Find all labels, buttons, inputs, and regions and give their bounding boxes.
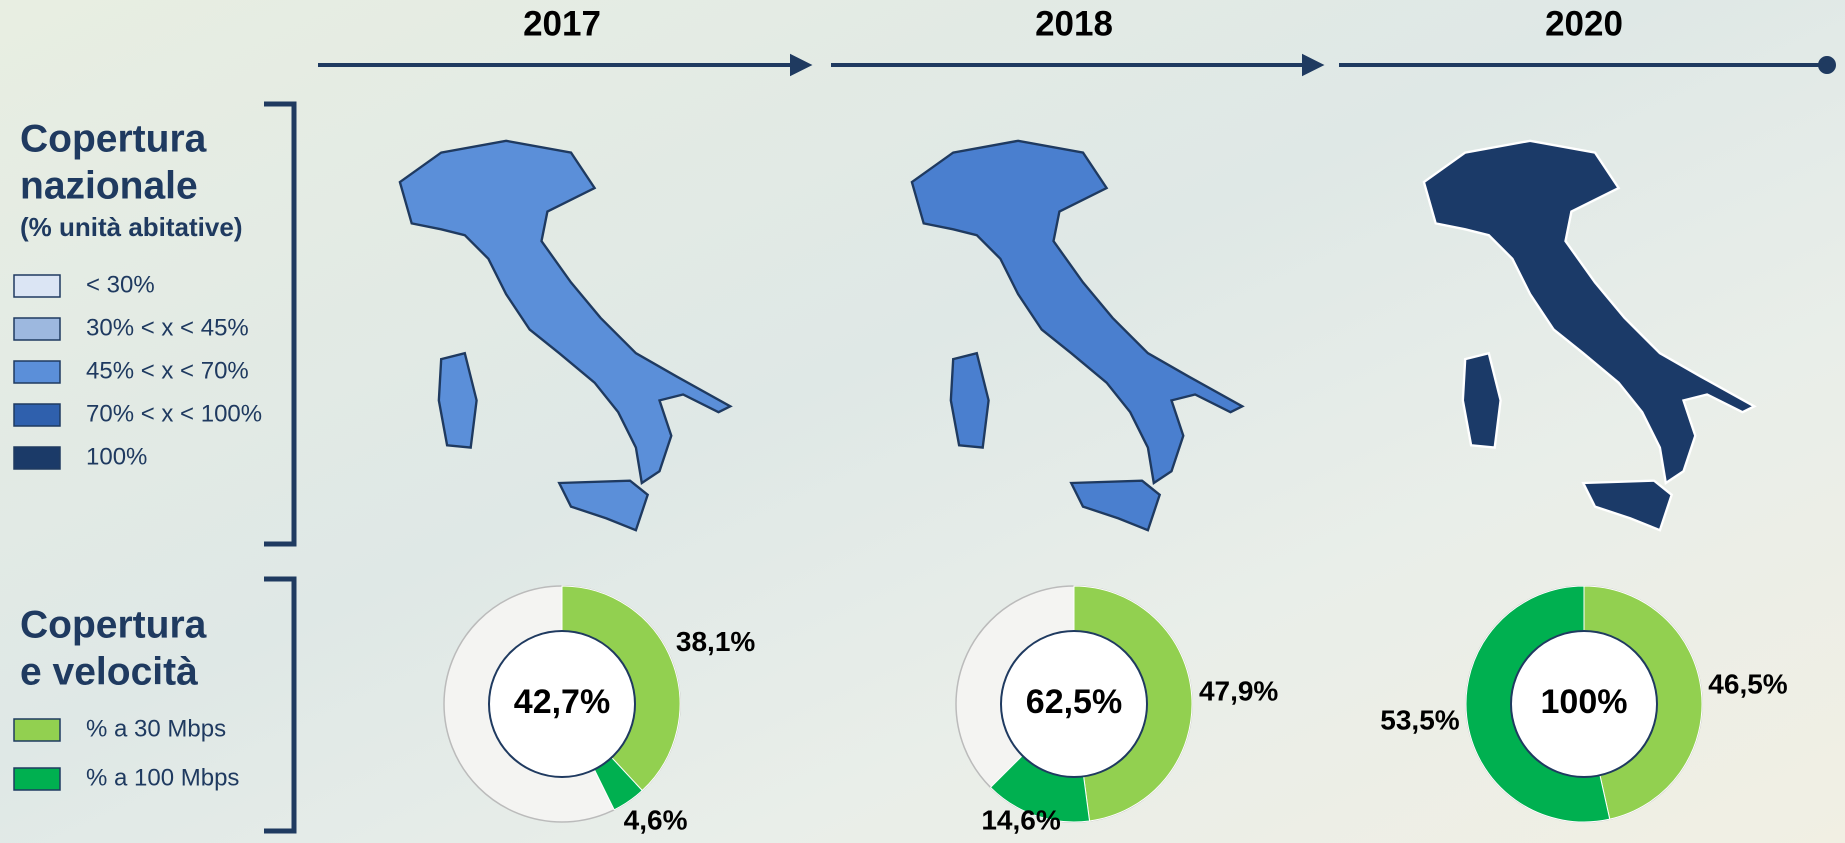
center-label: 100% bbox=[1541, 683, 1628, 721]
legend-swatch bbox=[14, 768, 60, 790]
value-label: 38,1% bbox=[676, 626, 755, 657]
legend-label: % a 100 Mbps bbox=[86, 764, 239, 791]
chart-title: 2020 bbox=[1545, 4, 1623, 43]
legend-swatch bbox=[14, 318, 60, 340]
legend-swatch bbox=[14, 275, 60, 297]
legend-swatch bbox=[14, 447, 60, 469]
value-label: 46,5% bbox=[1708, 668, 1787, 699]
legend-swatch bbox=[14, 361, 60, 383]
value-label: 4,6% bbox=[624, 804, 688, 835]
center-label: 62,5% bbox=[1026, 683, 1122, 721]
legend-subtitle: (% unità abitative) bbox=[20, 212, 242, 242]
legend-label: % a 30 Mbps bbox=[86, 715, 226, 742]
center-label: 42,7% bbox=[514, 683, 610, 721]
legend-title: e velocità bbox=[20, 650, 198, 693]
legend-label: 30% < x < 45% bbox=[86, 314, 249, 341]
legend-swatch bbox=[14, 719, 60, 741]
value-label: 14,6% bbox=[981, 804, 1060, 835]
legend-label: 70% < x < 100% bbox=[86, 400, 262, 427]
legend-title: Copertura bbox=[20, 117, 207, 160]
chart-title: 2018 bbox=[1035, 4, 1113, 43]
legend-label: < 30% bbox=[86, 271, 155, 298]
legend-swatch bbox=[14, 404, 60, 426]
legend-label: 45% < x < 70% bbox=[86, 357, 249, 384]
value-label: 47,9% bbox=[1199, 676, 1278, 707]
value-label: 53,5% bbox=[1380, 704, 1459, 735]
legend-title: nazionale bbox=[20, 164, 198, 207]
legend-title: Copertura bbox=[20, 603, 207, 646]
chart-title: 2017 bbox=[523, 4, 601, 43]
infographic: Copertura nazionale (% unità abitative) … bbox=[0, 0, 1845, 843]
legend-label: 100% bbox=[86, 443, 147, 470]
